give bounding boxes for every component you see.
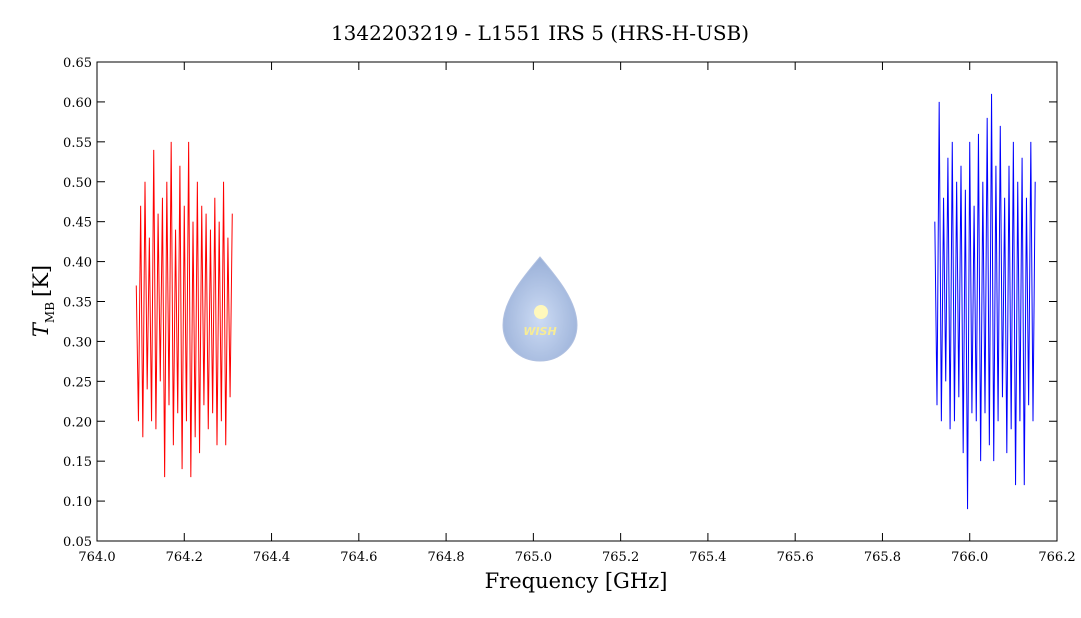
y-tick-label: 0.20 <box>63 415 92 430</box>
watermark-text: WISH <box>523 325 556 338</box>
y-tick-label: 0.35 <box>63 296 92 311</box>
x-tick-label: 765.4 <box>689 550 726 565</box>
x-tick-label: 764.8 <box>427 550 464 565</box>
x-tick-label: 765.0 <box>515 550 552 565</box>
y-label-unit: [K] <box>29 265 53 297</box>
x-tick-label: 766.2 <box>1038 550 1075 565</box>
x-tick-label: 765.2 <box>602 550 639 565</box>
chart-title: 1342203219 - L1551 IRS 5 (HRS-H-USB) <box>331 21 749 45</box>
x-axis-label: Frequency [GHz] <box>485 569 668 593</box>
y-tick-label: 0.25 <box>63 375 92 390</box>
spectrum-line <box>135 141 233 478</box>
y-tick-label: 0.60 <box>63 96 92 111</box>
x-tick-label: 765.6 <box>777 550 814 565</box>
y-tick-label: 0.65 <box>63 56 92 71</box>
y-axis-label-text: TMB [K] <box>29 265 57 337</box>
y-label-symbol: T <box>29 321 53 337</box>
x-tick-label: 764.0 <box>78 550 115 565</box>
x-tick-label: 764.4 <box>253 550 290 565</box>
y-label-subscript: MB <box>43 302 57 323</box>
spectrum-line <box>934 93 1036 510</box>
y-tick-label: 0.10 <box>63 495 92 510</box>
y-tick-label: 0.15 <box>63 455 92 470</box>
x-tick-label: 764.2 <box>166 550 203 565</box>
y-tick-label: 0.50 <box>63 176 92 191</box>
x-tick-label: 765.8 <box>864 550 901 565</box>
y-tick-label: 0.05 <box>63 535 92 550</box>
watermark: WISH <box>502 256 578 362</box>
x-tick-label: 766.0 <box>951 550 988 565</box>
y-tick-label: 0.45 <box>63 216 92 231</box>
x-tick-label: 764.6 <box>340 550 377 565</box>
y-tick-label: 0.30 <box>63 335 92 350</box>
y-axis-label: TMB [K] <box>29 265 57 337</box>
watermark-star <box>534 305 548 319</box>
y-tick-label: 0.55 <box>63 136 92 151</box>
y-tick-label: 0.40 <box>63 256 92 271</box>
